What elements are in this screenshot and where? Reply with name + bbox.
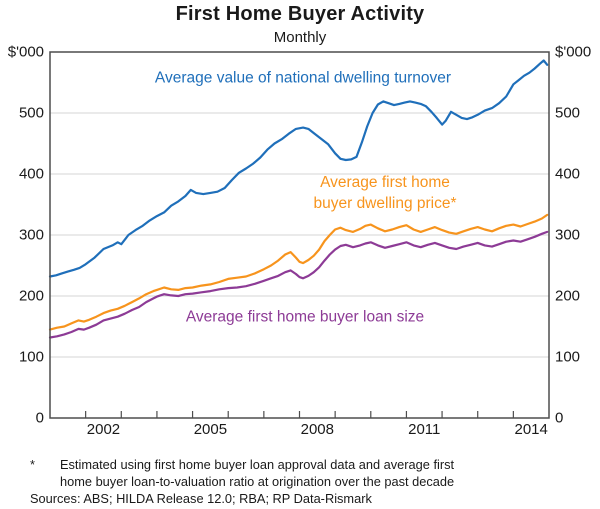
dwelling-price-label: Average first home buyer dwelling price*: [313, 174, 457, 212]
footnote-text: Estimated using first home buyer loan ap…: [60, 456, 454, 490]
series-line-2: [48, 230, 549, 339]
loan-size-label: Average first home buyer loan size: [185, 308, 425, 326]
x-tick-marks: [85, 411, 514, 418]
y-tick-label-100-left: 100: [18, 348, 44, 366]
footnote: * Estimated using first home buyer loan …: [30, 456, 575, 490]
x-tick-label-2005: 2005: [193, 421, 228, 438]
x-tick-label-2011: 2011: [408, 421, 441, 438]
series-lines: [48, 59, 549, 339]
y-tick-label-200-right: 200: [555, 287, 581, 305]
series-line-1: [48, 213, 549, 331]
y-tick-label-400-left: 400: [18, 165, 44, 183]
footnote-line: Estimated using first home buyer loan ap…: [60, 457, 455, 472]
y-tick-label-0-left: 0: [35, 409, 44, 427]
y-tick-label-200-left: 200: [18, 287, 44, 305]
series-line-0: [48, 59, 549, 278]
chart-title: First Home Buyer Activity: [175, 3, 425, 25]
x-tick-label-2002: 2002: [86, 421, 121, 438]
footnote-block: * Estimated using first home buyer loan …: [30, 456, 575, 507]
y-tick-label-0-right: 0: [555, 409, 564, 427]
y-tick-label-300-left: 300: [18, 226, 44, 244]
y-tick-label-300-right: 300: [555, 226, 581, 244]
y-tick-label-400-right: 400: [555, 165, 581, 183]
y-tick-label-500-left: 500: [18, 104, 44, 122]
y-tick-label-100-right: 100: [555, 348, 581, 366]
x-tick-label-2008: 2008: [300, 421, 334, 438]
y-unit-label-left: $'000: [7, 43, 44, 61]
turnover-label: Average value of national dwelling turno…: [154, 69, 452, 87]
y-tick-label-500-right: 500: [555, 104, 581, 122]
gridlines: [50, 112, 549, 358]
sources-line: Sources: ABS; HILDA Release 12.0; RBA; R…: [30, 491, 372, 506]
footnote-line: home buyer loan-to-valuation ratio at or…: [60, 474, 455, 489]
x-tick-label-2014: 2014: [514, 421, 548, 438]
chart-subtitle: Monthly: [273, 29, 327, 46]
y-unit-label-right: $'000: [555, 43, 592, 61]
footnote-marker: *: [30, 457, 35, 472]
